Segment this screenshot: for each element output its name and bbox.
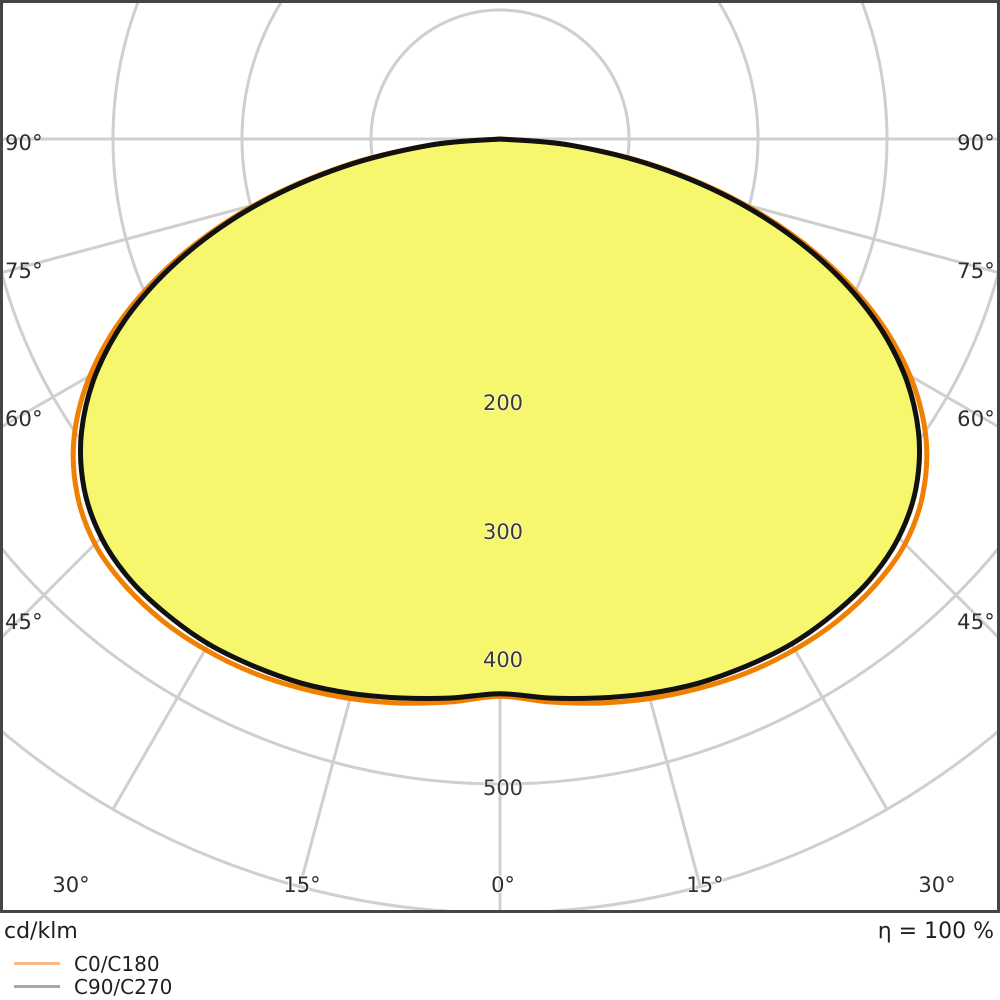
angle-tick-left-75: 75° — [5, 259, 43, 283]
radial-tick-400: 400 — [482, 648, 524, 672]
plot-frame: 90° 75° 60° 45° 90° 75° 60° 45° 200 300 … — [0, 0, 1000, 913]
curve-c0-c180 — [70, 136, 930, 706]
angle-tick-bottom-30-left: 30° — [52, 873, 90, 897]
radial-tick-200: 200 — [482, 391, 524, 415]
curve-c90-c270 — [77, 136, 923, 702]
angle-tick-left-60: 60° — [5, 407, 43, 431]
angle-tick-bottom-30-right: 30° — [918, 873, 956, 897]
radial-tick-300: 300 — [482, 520, 524, 544]
angle-tick-bottom-15-left: 15° — [283, 873, 321, 897]
distribution-fill — [80, 139, 920, 699]
angle-tick-right-45: 45° — [957, 610, 995, 634]
legend-swatch-c90-c270 — [14, 985, 60, 988]
legend: C0/C180 C90/C270 — [4, 952, 404, 998]
legend-item-c0-c180: C0/C180 — [4, 952, 404, 975]
unit-label: cd/klm — [4, 919, 78, 944]
legend-item-c90-c270: C90/C270 — [4, 975, 404, 998]
footer-row: cd/klm η = 100 % — [0, 913, 1000, 951]
efficiency-label: η = 100 % — [877, 919, 994, 944]
angle-tick-left-90: 90° — [5, 131, 43, 155]
angle-tick-bottom-0: 0° — [491, 873, 515, 897]
angle-tick-bottom-15-right: 15° — [686, 873, 724, 897]
legend-label-c0-c180: C0/C180 — [74, 951, 160, 976]
angle-tick-right-60: 60° — [957, 407, 995, 431]
angle-tick-left-45: 45° — [5, 610, 43, 634]
legend-swatch-c0-c180 — [14, 962, 60, 965]
angle-tick-right-90: 90° — [957, 131, 995, 155]
legend-label-c90-c270: C90/C270 — [74, 974, 173, 999]
radial-tick-500: 500 — [482, 776, 524, 800]
polar-plot-svg — [3, 3, 997, 910]
angle-tick-right-75: 75° — [957, 259, 995, 283]
